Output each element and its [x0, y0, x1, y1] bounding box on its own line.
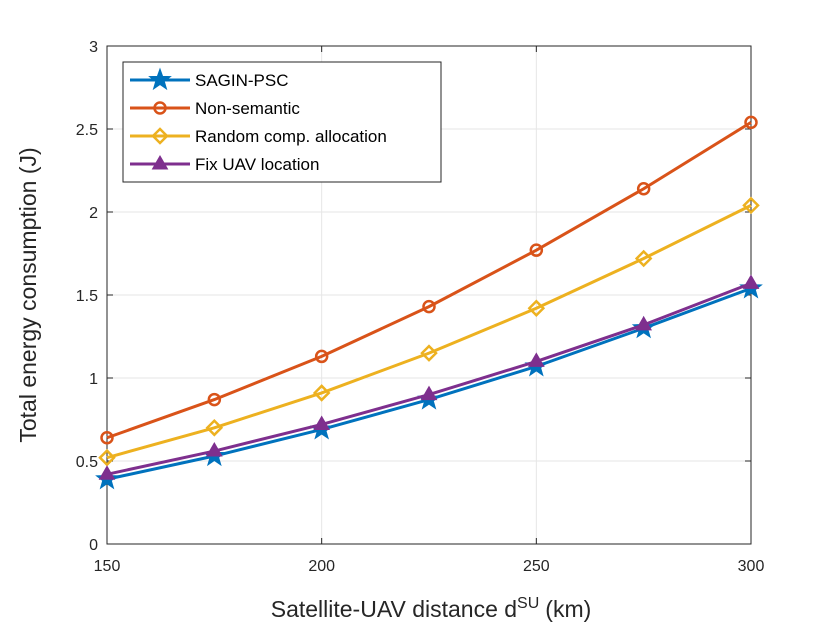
data-point-non-semantic [744, 115, 758, 130]
data-point-random-comp-allocation [420, 344, 438, 362]
legend-label-non-semantic: Non-semantic [195, 99, 300, 118]
data-point-random-comp-allocation [98, 448, 116, 467]
data-point-random-comp-allocation [634, 249, 653, 268]
x-axis-label-unit: (km) [545, 596, 591, 622]
data-point-non-semantic [314, 349, 329, 364]
axis-ticks: 150 200 250 300 0 0.5 1 1.5 2 2.5 3 [76, 39, 765, 575]
legend-label-sagin-psc: SAGIN-PSC [195, 71, 289, 90]
legend-item-sagin-psc: SAGIN-PSC [130, 67, 289, 91]
series-random-comp-allocation [98, 196, 760, 467]
legend-item-non-semantic: Non-semantic [130, 99, 300, 118]
legend-item-random-comp-allocation: Random comp. allocation [130, 127, 387, 146]
series-layer [95, 115, 763, 490]
data-point-random-comp-allocation [205, 419, 224, 437]
x-tick-label: 200 [308, 558, 335, 575]
y-tick-label: 1.5 [76, 288, 98, 305]
data-point-random-comp-allocation [742, 196, 760, 215]
y-tick-label: 2.5 [76, 122, 98, 139]
legend-marker-fix-uav-location [151, 154, 169, 170]
legend: SAGIN-PSC Non-semantic Random comp. alloca… [122, 61, 442, 183]
data-point-non-semantic [100, 431, 114, 445]
data-point-fix-uav-location [635, 315, 653, 331]
data-point-fix-uav-location [205, 442, 223, 457]
y-tick-label: 2 [89, 205, 98, 222]
data-point-non-semantic [422, 299, 436, 314]
legend-label-fix-uav-location: Fix UAV location [195, 155, 319, 174]
y-axis-label: Total energy consumption (J) [15, 147, 41, 442]
data-point-non-semantic [636, 182, 651, 196]
legend-label-random-comp-allocation: Random comp. allocation [195, 127, 387, 146]
x-axis-label: Satellite-UAV distance dSU (km) [271, 595, 592, 622]
legend-marker-sagin-psc [148, 67, 172, 91]
series-non-semantic [100, 115, 758, 445]
data-point-fix-uav-location [742, 274, 760, 289]
series-line-non-semantic [106, 121, 752, 440]
data-point-random-comp-allocation [312, 384, 331, 402]
x-tick-label: 300 [738, 558, 765, 575]
data-point-fix-uav-location [98, 465, 116, 480]
series-fix-uav-location [98, 274, 760, 480]
data-point-fix-uav-location [527, 352, 545, 367]
x-tick-label: 250 [523, 558, 550, 575]
y-tick-label: 1 [89, 371, 98, 388]
legend-box [122, 61, 442, 183]
legend-marker-random-comp-allocation [151, 127, 169, 145]
legend-marker-non-semantic [153, 101, 167, 115]
x-axis-label-superscript: SU [517, 595, 539, 612]
data-point-non-semantic [529, 243, 544, 257]
data-point-non-semantic [207, 392, 222, 407]
data-point-random-comp-allocation [527, 299, 546, 318]
y-tick-label: 3 [89, 39, 98, 56]
data-point-fix-uav-location [313, 415, 331, 430]
x-tick-label: 150 [94, 558, 121, 575]
series-line-random-comp-allocation [106, 204, 752, 460]
data-point-fix-uav-location [420, 385, 438, 401]
y-tick-label: 0 [89, 537, 98, 554]
y-tick-label: 0.5 [76, 454, 98, 471]
legend-item-fix-uav-location: Fix UAV location [130, 154, 319, 174]
